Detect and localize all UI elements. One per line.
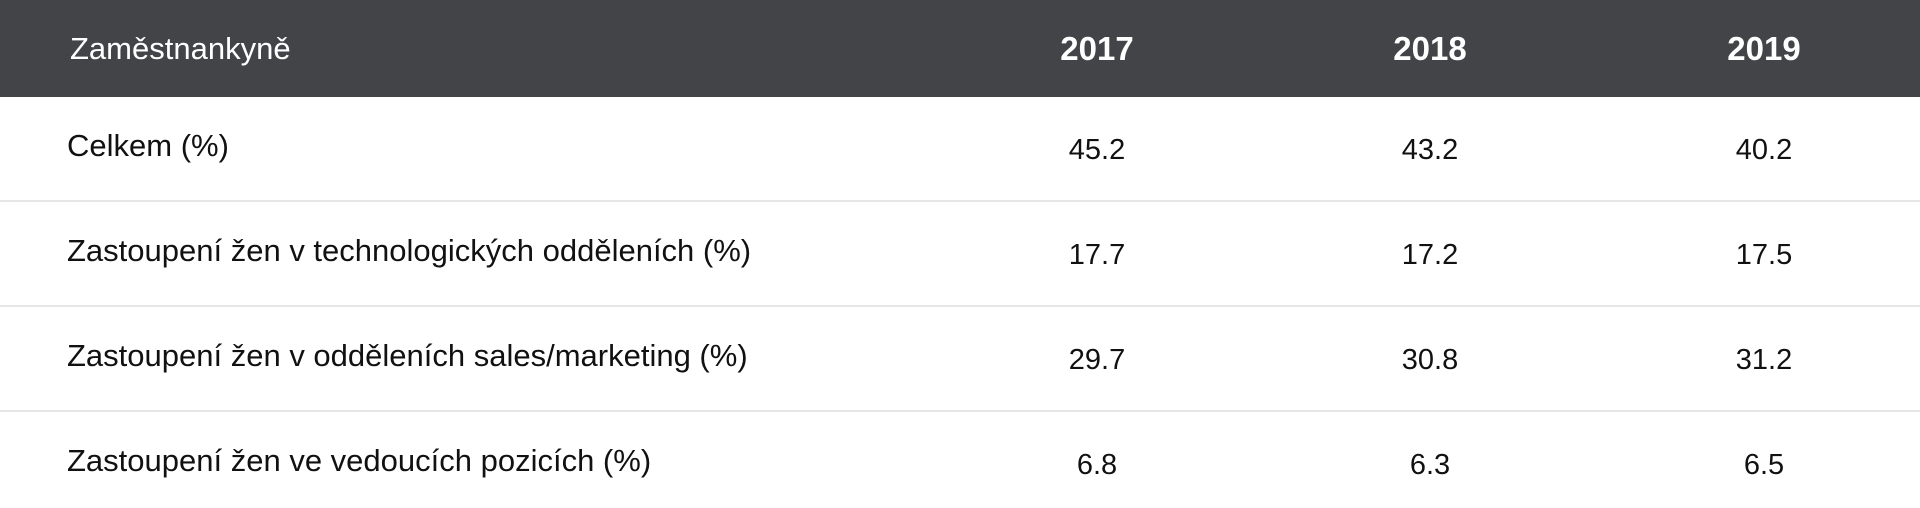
- row-label: Celkem (%): [67, 128, 229, 163]
- row-value: 30.8: [1401, 344, 1459, 376]
- row-label: Zastoupení žen ve vedoucích pozicích (%): [67, 443, 652, 478]
- table-row: Zastoupení žen v technologických oddělen…: [0, 202, 1920, 307]
- row-value: 6.8: [1076, 449, 1118, 481]
- row-value: 6.5: [1743, 449, 1785, 481]
- row-value: 6.3: [1409, 449, 1451, 481]
- table-header: Zaměstnankyně 2017 2018 2019: [0, 0, 1920, 97]
- table-row: Zastoupení žen v odděleních sales/market…: [0, 307, 1920, 412]
- header-year-2019: 2019: [1727, 30, 1801, 67]
- row-value: 17.2: [1401, 239, 1459, 271]
- header-label: Zaměstnankyně: [70, 31, 291, 66]
- header-year-2018: 2018: [1393, 30, 1467, 67]
- row-value: 43.2: [1401, 134, 1459, 166]
- row-value: 45.2: [1068, 134, 1126, 166]
- row-value: 40.2: [1735, 134, 1793, 166]
- row-label: Zastoupení žen v technologických oddělen…: [67, 233, 752, 268]
- row-value: 17.7: [1068, 239, 1126, 271]
- table-row: Celkem (%) 45.2 43.2 40.2: [0, 97, 1920, 202]
- row-label: Zastoupení žen v odděleních sales/market…: [67, 338, 748, 373]
- row-value: 17.5: [1735, 239, 1793, 271]
- header-year-2017: 2017: [1060, 30, 1134, 67]
- row-value: 29.7: [1068, 344, 1126, 376]
- row-value: 31.2: [1735, 344, 1793, 376]
- table-row: Zastoupení žen ve vedoucích pozicích (%)…: [0, 412, 1920, 508]
